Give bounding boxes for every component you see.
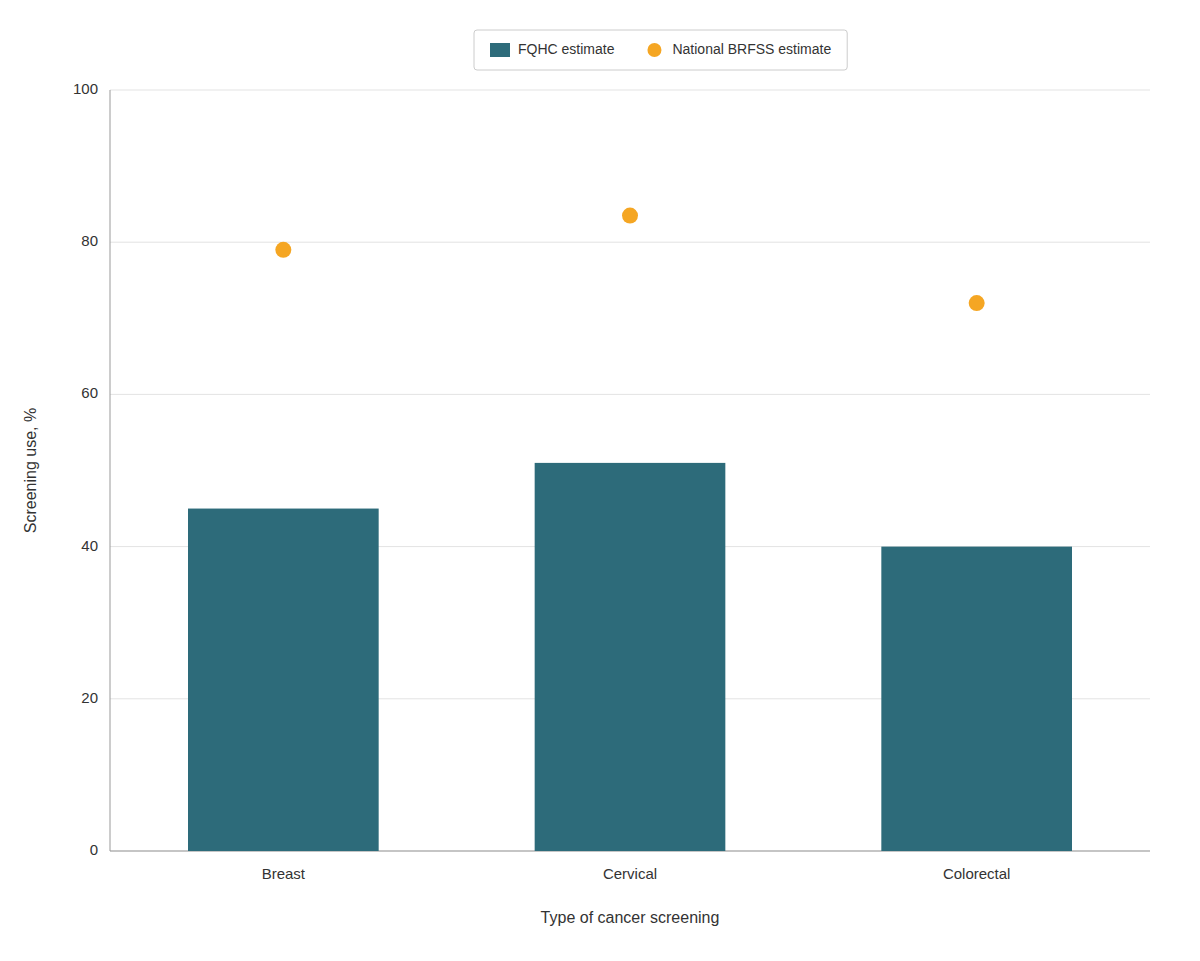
bar [535,463,726,851]
legend-label: National BRFSS estimate [672,41,831,57]
marks [188,208,1072,851]
y-tick-label: 80 [81,232,98,249]
dot [969,295,985,311]
series-scatter [275,208,984,312]
dot [622,208,638,224]
y-tick-label: 60 [81,384,98,401]
x-tick-label: Breast [262,865,306,882]
y-tick-label: 20 [81,689,98,706]
legend: FQHC estimate National BRFSS estimate [474,30,847,70]
y-tick-label: 100 [73,80,98,97]
x-axis-label: Type of cancer screening [541,909,720,926]
series-bar [188,463,1072,851]
y-tick-label: 40 [81,537,98,554]
legend-box [474,30,847,70]
y-tick-label: 0 [90,841,98,858]
x-tick-label: Cervical [603,865,657,882]
x-tick-label: Colorectal [943,865,1011,882]
grid-line [110,394,1150,395]
grid-line [110,242,1150,243]
dot [275,242,291,258]
y-axis-line [110,90,111,851]
chart-container: 0 20 40 60 80 100 Breast Cervical Colorectal Type… [0,0,1200,961]
y-axis-label: Screening use, % [22,408,39,533]
page: {"chart_data": {"type": "bar", "categori… [0,0,1200,961]
legend-label: FQHC estimate [518,41,615,57]
grid [110,90,1150,851]
legend-swatch [490,43,510,57]
legend-swatch [647,43,661,57]
bar [188,509,379,851]
grid-line [110,90,1150,91]
chart-svg: 0 20 40 60 80 100 Breast Cervical Colorectal Type… [0,0,1200,961]
bar [881,547,1072,851]
